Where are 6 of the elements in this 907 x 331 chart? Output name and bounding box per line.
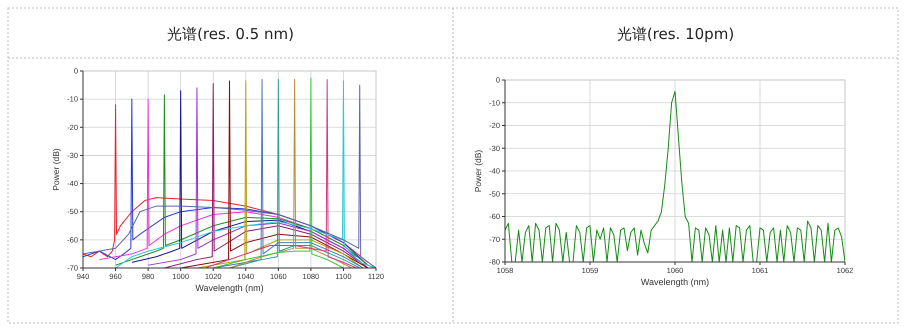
y-axis-title: Power (dB) [51,148,61,191]
chart-title: 光谱(res. 10pm) [616,25,734,43]
chart-title: 光谱(res. 0.5 nm) [167,25,294,43]
y-axis-title: Power (dB) [473,150,483,192]
x-axis-title: Wavelength (nm) [640,277,710,287]
x-axis-title: Wavelength (nm) [195,283,264,293]
